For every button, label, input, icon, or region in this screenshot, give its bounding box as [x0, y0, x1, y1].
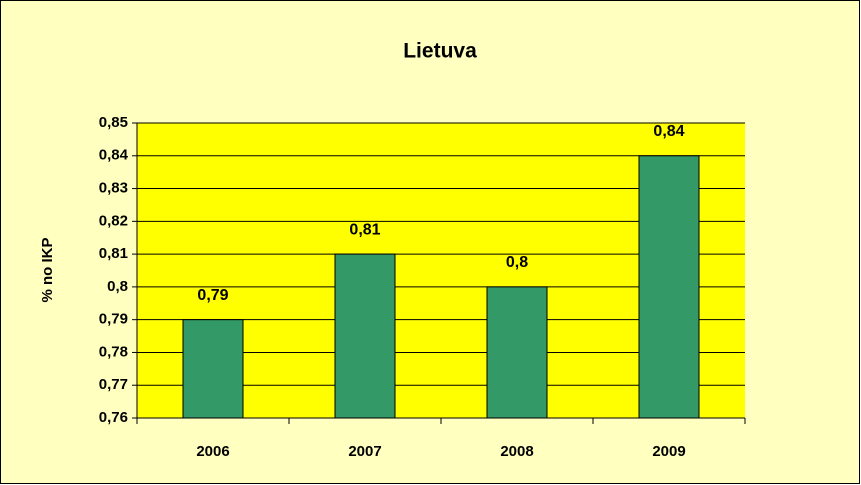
data-label: 0,79 [197, 287, 228, 304]
y-tick-label: 0,83 [99, 180, 128, 197]
x-tick-label: 2007 [348, 443, 381, 460]
y-axis-label: % no IKP [39, 237, 56, 302]
x-tick-label: 2006 [196, 443, 229, 460]
y-tick-label: 0,82 [99, 212, 128, 229]
x-tick-label: 2008 [500, 443, 533, 460]
y-tick-label: 0,84 [99, 147, 129, 164]
x-tick-label: 2009 [652, 443, 685, 460]
data-label: 0,84 [653, 123, 684, 140]
data-label: 0,81 [349, 221, 380, 238]
y-tick-label: 0,76 [99, 409, 128, 426]
bar [182, 319, 244, 419]
y-tick-label: 0,85 [99, 114, 128, 131]
bar [486, 286, 548, 419]
y-tick-label: 0,78 [99, 343, 128, 360]
data-label: 0,8 [506, 254, 528, 271]
y-tick-label: 0,79 [99, 311, 128, 328]
bar [334, 253, 396, 419]
y-tick-label: 0,81 [99, 245, 128, 262]
chart-title: Lietuva [403, 40, 477, 63]
y-tick-label: 0,8 [107, 278, 128, 295]
y-tick-label: 0,77 [99, 376, 128, 393]
bar [638, 155, 700, 419]
